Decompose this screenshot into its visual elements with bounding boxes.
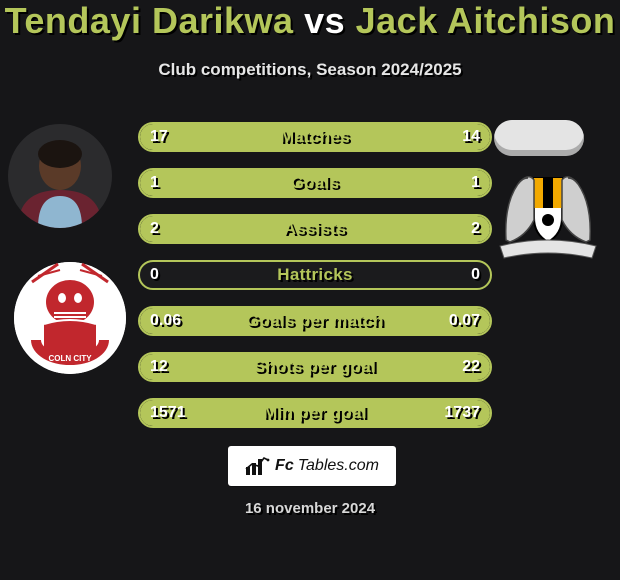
vs-text: vs: [304, 0, 345, 41]
fctables-chart-icon: [245, 455, 271, 477]
player-right-club-crest: [498, 168, 598, 260]
player-left-avatar: [8, 124, 112, 228]
player-left-name: Tendayi Darikwa: [5, 0, 294, 41]
player-left-club-crest: COLN CITY: [14, 262, 126, 374]
stat-label: Goals per match: [140, 308, 490, 334]
stats-bar-chart: 1714Matches 11Goals 22Assists 00Hattricks 0.…: [138, 122, 492, 444]
stat-label: Matches: [140, 124, 490, 150]
date-text: 16 november 2024: [0, 500, 620, 517]
fctables-logo: FcTables.com: [228, 446, 396, 486]
stat-bar: 15711737Min per goal: [138, 398, 492, 428]
logo-fc: Fc: [275, 457, 294, 475]
stat-label: Shots per goal: [140, 354, 490, 380]
player-right-name: Jack Aitchison: [356, 0, 616, 41]
comparison-infographic: { "background_color": "#161618", "accent…: [0, 0, 620, 580]
logo-tables: Tables.com: [298, 457, 379, 475]
stat-bar: 0.060.07Goals per match: [138, 306, 492, 336]
stat-bar: 22Assists: [138, 214, 492, 244]
subtitle: Club competitions, Season 2024/2025: [0, 60, 620, 80]
stat-label: Goals: [140, 170, 490, 196]
stat-bar: 00Hattricks: [138, 260, 492, 290]
stat-bar: 1222Shots per goal: [138, 352, 492, 382]
player-right-avatar: [494, 120, 584, 156]
stat-label: Assists: [140, 216, 490, 242]
stat-label: Hattricks: [140, 262, 490, 288]
stat-bar: 11Goals: [138, 168, 492, 198]
page-title: Tendayi Darikwa vs Jack Aitchison: [0, 0, 620, 42]
svg-text:COLN CITY: COLN CITY: [48, 354, 92, 363]
stat-bar: 1714Matches: [138, 122, 492, 152]
stat-label: Min per goal: [140, 400, 490, 426]
